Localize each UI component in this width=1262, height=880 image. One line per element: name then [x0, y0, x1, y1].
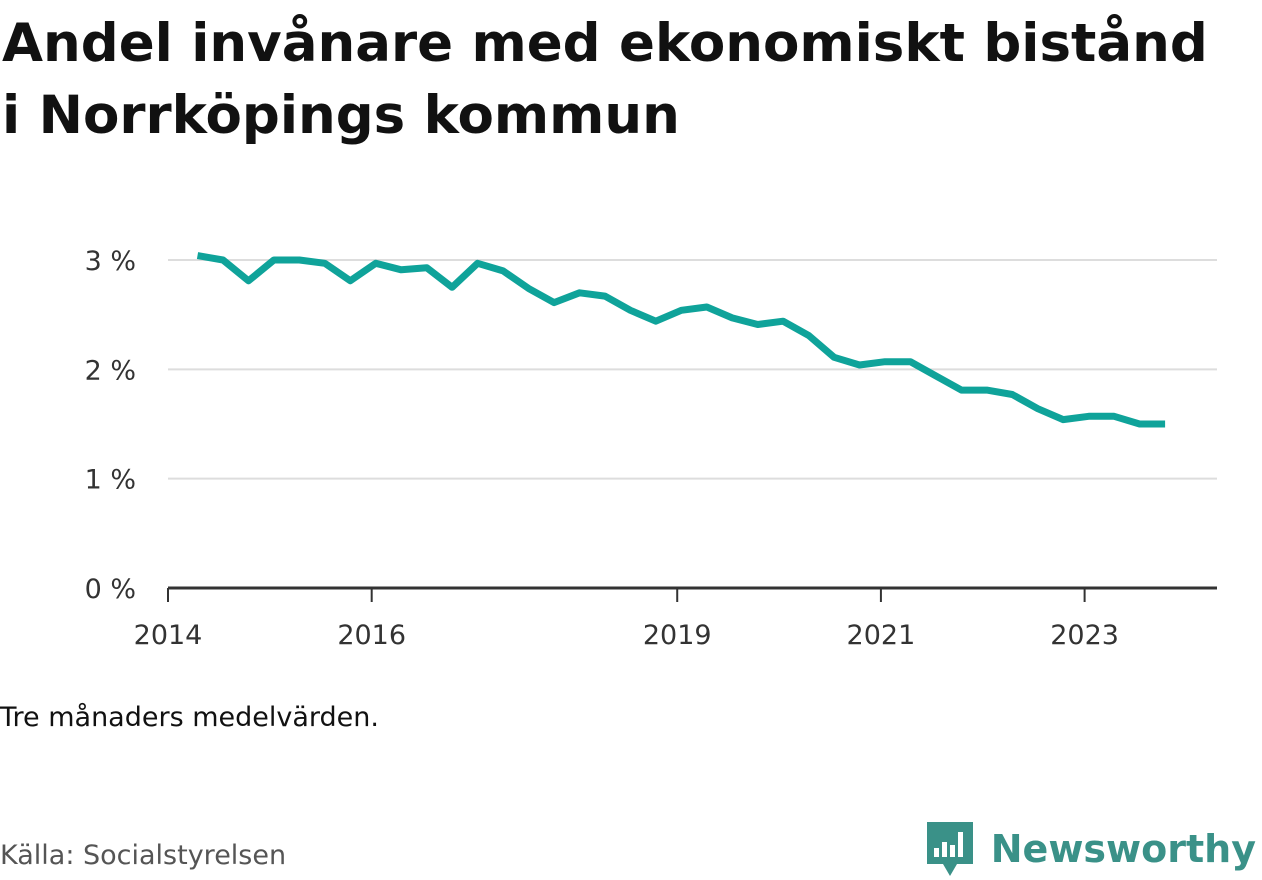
y-tick-label: 2 % [85, 355, 136, 386]
series-lines [196, 252, 1166, 428]
x-tick-label: 2014 [134, 620, 203, 651]
brand-name: Newsworthy [990, 827, 1256, 871]
newsworthy-logo: Newsworthy [925, 818, 1256, 880]
x-axis: 2014 2016 2019 2021 2023 [134, 586, 1217, 651]
source-credit: Källa: Socialstyrelsen [0, 840, 287, 871]
y-tick-label: 3 % [85, 246, 136, 277]
y-tick-label: 0 % [85, 574, 136, 605]
series-line [196, 252, 1166, 428]
y-tick-label: 1 % [85, 465, 136, 496]
x-tick-label: 2023 [1050, 620, 1119, 651]
line-chart: 0 % 1 % 2 % 3 % 2014 2016 2019 2021 2023 [85, 246, 1217, 651]
chart-title: Andel invånare med ekonomiskt bistånd i … [2, 13, 1208, 146]
chart-note: Tre månaders medelvärden. [0, 702, 379, 733]
gridlines [168, 259, 1217, 480]
x-tick-label: 2021 [847, 620, 916, 651]
newsworthy-logo-icon [926, 822, 973, 876]
x-tick-label: 2016 [337, 620, 406, 651]
y-axis-labels: 0 % 1 % 2 % 3 % [85, 246, 136, 605]
x-tick-label: 2019 [643, 620, 712, 651]
